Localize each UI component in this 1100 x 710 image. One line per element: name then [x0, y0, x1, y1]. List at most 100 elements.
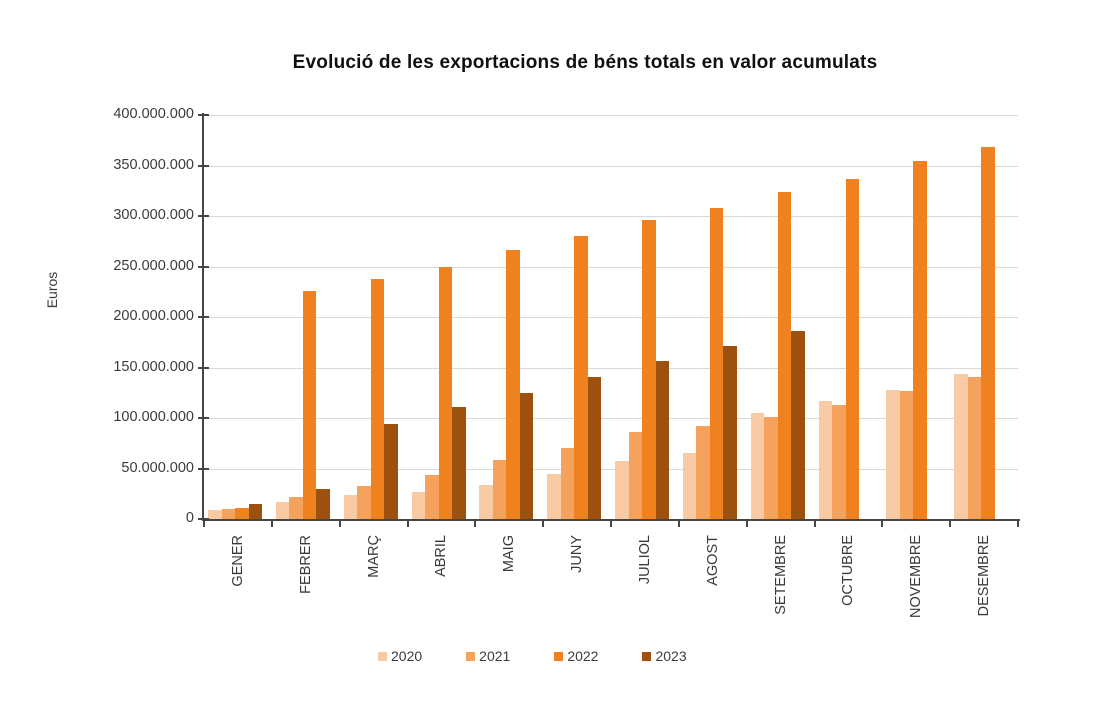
- x-tick-mark: [542, 521, 545, 527]
- chart-title: Evolució de les exportacions de béns tot…: [292, 52, 878, 73]
- y-tick-mark: [198, 265, 209, 268]
- x-tick-mark: [813, 521, 816, 527]
- bar-2022-setembre: [777, 191, 792, 519]
- bar-2023-març: [384, 424, 398, 519]
- y-tick-label: 50.000.000: [121, 459, 194, 476]
- x-tick-mark: [677, 521, 680, 527]
- bar-2021-desembre: [967, 376, 982, 519]
- bar-2020-març: [343, 494, 358, 519]
- gridline: [204, 165, 1018, 167]
- bar-2020-setembre: [750, 412, 765, 519]
- y-tick-label: 150.000.000: [113, 358, 194, 375]
- y-tick-mark: [198, 366, 209, 369]
- bar-2020-octubre: [818, 400, 832, 519]
- bar-2021-febrer: [289, 496, 303, 519]
- bar-2021-abril: [425, 474, 439, 519]
- bar-2021-agost: [696, 426, 710, 519]
- bar-2021-octubre: [832, 404, 846, 519]
- bar-2020-febrer: [275, 501, 290, 519]
- bar-2022-octubre: [845, 178, 859, 519]
- bar-2023-abril: [452, 406, 466, 519]
- gridline: [204, 216, 1018, 217]
- x-tick-label-desembre: DESEMBRE: [976, 535, 993, 617]
- y-tick-label: 200.000.000: [113, 308, 194, 324]
- bar-2023-maig: [519, 392, 534, 519]
- bar-2022-juny: [574, 236, 588, 519]
- y-tick-mark: [198, 215, 209, 217]
- bar-2023-febrer: [316, 488, 330, 519]
- x-tick-mark: [474, 521, 477, 527]
- x-tick-label-juny: JUNY: [569, 535, 586, 573]
- x-tick-label-febrer: FEBRER: [297, 535, 314, 594]
- bar-2023-setembre: [791, 331, 805, 519]
- legend-item-2023: 2023: [642, 648, 687, 664]
- x-tick-mark: [881, 521, 884, 527]
- bar-2022-juliol: [642, 220, 656, 519]
- x-tick-mark: [949, 521, 952, 527]
- legend-swatch-2021: [466, 651, 476, 661]
- bar-2021-setembre: [764, 417, 778, 519]
- bar-2020-juliol: [615, 461, 629, 519]
- y-tick-label: 0: [185, 510, 194, 526]
- x-axis-line: [202, 519, 1020, 521]
- x-tick-label-octubre: OCTUBRE: [840, 535, 857, 606]
- bar-2022-desembre: [981, 147, 995, 519]
- y-tick-mark: [198, 518, 209, 520]
- y-tick-mark: [198, 114, 209, 116]
- legend-item-2020: 2020: [378, 648, 422, 664]
- x-tick-mark: [338, 521, 341, 527]
- x-tick-mark: [406, 521, 409, 527]
- x-tick-mark: [745, 521, 748, 527]
- y-tick-mark: [198, 316, 209, 318]
- bar-2022-abril: [438, 266, 452, 519]
- legend-label-2023: 2023: [655, 648, 687, 664]
- y-tick-label: 400.000.000: [113, 106, 194, 122]
- y-tick-mark: [198, 417, 209, 419]
- gridline: [204, 418, 1018, 419]
- bar-2021-maig: [492, 460, 507, 519]
- legend-swatch-2023: [642, 651, 652, 661]
- bar-2020-agost: [682, 453, 697, 519]
- legend-swatch-2020: [378, 651, 387, 661]
- gridline: [204, 468, 1018, 470]
- x-tick-label-març: MARÇ: [365, 535, 382, 578]
- legend-swatch-2022: [554, 651, 564, 661]
- plot-area: [204, 115, 1018, 519]
- gridline: [204, 367, 1018, 369]
- bar-2020-desembre: [954, 373, 968, 519]
- bar-2021-gener: [221, 508, 235, 519]
- bar-2023-gener: [248, 503, 262, 519]
- bar-2021-juny: [560, 448, 575, 519]
- bar-2020-gener: [208, 509, 222, 519]
- bar-2022-maig: [506, 250, 520, 519]
- legend-item-2021: 2021: [466, 648, 510, 664]
- x-tick-mark: [1017, 521, 1019, 527]
- bar-2023-juliol: [655, 361, 669, 519]
- bar-2020-juny: [547, 473, 561, 519]
- bar-2020-maig: [479, 484, 493, 519]
- legend: 2020 2021 2022 2023: [378, 648, 687, 664]
- x-tick-mark: [610, 521, 612, 527]
- x-tick-label-gener: GENER: [229, 535, 246, 587]
- x-tick-label-juliol: JULIOL: [636, 535, 653, 585]
- y-tick-mark: [198, 164, 209, 167]
- x-tick-mark: [270, 521, 273, 527]
- y-tick-label: 100.000.000: [113, 409, 194, 425]
- y-tick-mark: [198, 467, 209, 470]
- bar-2023-juny: [587, 376, 602, 519]
- bar-2021-juliol: [628, 432, 642, 519]
- bar-2022-febrer: [302, 290, 317, 519]
- bar-2022-agost: [709, 207, 724, 519]
- y-axis-title: Euros: [44, 271, 60, 309]
- bar-2020-abril: [411, 491, 425, 519]
- gridline: [204, 266, 1018, 268]
- legend-label-2020: 2020: [391, 648, 423, 664]
- gridline: [204, 115, 1018, 116]
- bar-2021-novembre: [899, 390, 914, 519]
- legend-item-2022: 2022: [554, 648, 598, 664]
- y-tick-label: 300.000.000: [113, 207, 194, 223]
- x-tick-label-setembre: SETEMBRE: [772, 535, 789, 615]
- x-tick-label-maig: MAIG: [501, 535, 518, 573]
- x-tick-label-novembre: NOVEMBRE: [908, 535, 925, 618]
